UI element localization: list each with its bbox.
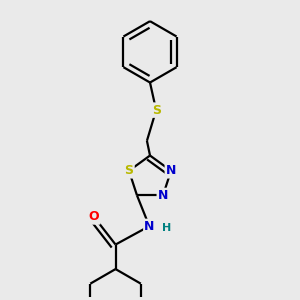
Text: O: O (89, 210, 99, 224)
Text: N: N (158, 189, 168, 202)
Text: N: N (166, 164, 176, 177)
Text: H: H (161, 223, 171, 233)
Text: S: S (152, 103, 160, 117)
Text: N: N (144, 220, 154, 232)
Text: S: S (124, 164, 134, 177)
